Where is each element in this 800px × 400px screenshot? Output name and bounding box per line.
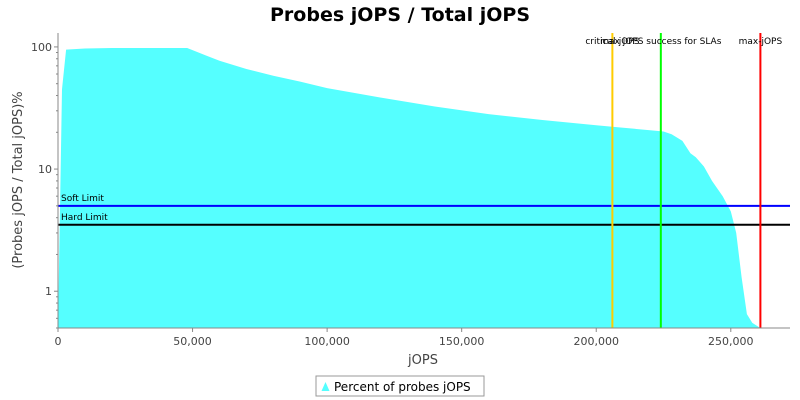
y-tick-label: 10 [38,163,52,176]
x-tick-label: 0 [55,335,62,348]
axes: 0 50,000 100,000 150,000 200,000 250,000 1 10 10… [31,33,790,348]
x-axis-title: jOPS [407,353,438,368]
legend-label: Percent of probes jOPS [334,380,471,394]
legend-box [315,375,485,397]
series-area-0 [58,48,785,328]
x-tick-label: 50,000 [173,335,212,348]
y-tick-label: 1 [45,285,52,298]
x-tick-label: 150,000 [439,335,485,348]
legend-swatch-icon [321,382,330,391]
chart-title: Probes jOPS / Total jOPS [270,4,530,26]
ref-label-v-4: max-jOPS [739,37,783,47]
plot-area [58,33,790,328]
x-tick-label: 200,000 [573,335,619,348]
ref-label-h-1: Hard Limit [61,213,108,223]
y-axis-title: (Probes jOPS / Total jOPS)% [11,91,26,268]
legend: Percent of probes jOPS [315,375,485,397]
x-tick-label: 100,000 [304,335,350,348]
x-tick-label: 250,000 [708,335,754,348]
ref-label-h-0: Soft Limit [61,194,104,204]
ref-label-v-3: max jOPS success for SLAs [600,37,721,47]
ref-label-v-2: critical-jOPS [585,37,639,47]
y-tick-label: 100 [31,41,52,54]
